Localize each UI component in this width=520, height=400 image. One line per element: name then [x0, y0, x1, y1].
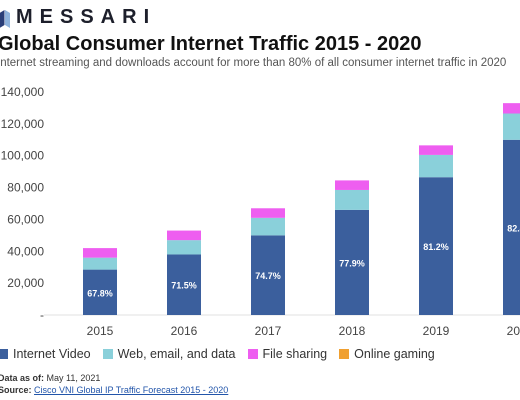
legend-swatch: [0, 349, 8, 359]
source-link[interactable]: Cisco VNI Global IP Traffic Forecast 201…: [34, 385, 229, 395]
bar-segment: [167, 230, 201, 241]
y-tick-label: -: [40, 308, 44, 322]
x-tick-label: 2018: [339, 324, 366, 338]
x-tick-label: 2015: [87, 324, 114, 338]
x-tick-label: 2017: [255, 324, 282, 338]
legend-label: Web, email, and data: [117, 347, 236, 361]
legend-label: Internet Video: [13, 347, 91, 361]
y-tick-label: 40,000: [7, 244, 44, 258]
legend-item-online-gaming: Online gaming: [339, 347, 435, 361]
bar-data-label: 81.2%: [423, 242, 449, 252]
bar-segment: [251, 208, 285, 218]
source-line: Source: Cisco VNI Global IP Traffic Fore…: [0, 385, 228, 395]
messari-logo-icon: [0, 9, 10, 28]
source-label: Source:: [0, 385, 32, 395]
bar-segment: [83, 248, 117, 258]
stacked-bar-chart: - 20,000 40,000 60,000 80,000 100,000 120,000 1…: [1, 85, 520, 338]
legend-item-web-email-data: Web, email, and data: [102, 347, 236, 361]
bar-segment: [503, 103, 520, 114]
y-tick-label: 140,000: [1, 85, 45, 99]
data-date-label: Data as of:: [0, 373, 45, 383]
bar-segment: [251, 235, 285, 315]
legend-item-file-sharing: File sharing: [247, 347, 328, 361]
brand-name: MESSARI: [16, 6, 157, 28]
y-tick-label: 20,000: [7, 276, 44, 290]
chart-subtitle: Internet streaming and downloads account…: [0, 57, 507, 69]
messari-logo: MESSARI: [0, 6, 156, 29]
bar-segment: [83, 269, 117, 315]
data-date-value: May 11, 2021: [46, 373, 101, 383]
y-tick-label: 60,000: [7, 212, 44, 226]
legend-label: Online gaming: [354, 347, 435, 361]
legend-label: File sharing: [262, 347, 328, 361]
y-tick-label: 80,000: [7, 181, 44, 195]
bar-segment: [419, 145, 453, 155]
bar-segment: [419, 154, 453, 178]
bar-data-label: 67.8%: [87, 288, 113, 298]
legend-swatch: [247, 349, 258, 359]
bar-segment: [503, 113, 520, 140]
data-date-line: Data as of: May 11, 2021: [0, 373, 100, 383]
bar-segment: [83, 257, 117, 270]
y-tick-label: 100,000: [1, 149, 45, 163]
legend-swatch: [339, 349, 350, 359]
legend-item-internet-video: Internet Video: [0, 347, 91, 361]
bar-data-label: 82.4%: [507, 223, 520, 233]
bar-segment: [335, 209, 369, 315]
x-tick-label: 2020: [507, 324, 520, 338]
legend-swatch: [102, 349, 113, 359]
chart-title: Global Consumer Internet Traffic 2015 - …: [0, 33, 422, 55]
bar-segment: [419, 177, 453, 315]
x-tick-label: 2016: [171, 324, 198, 338]
bar-segment: [167, 254, 201, 315]
bar-segment: [503, 139, 520, 315]
bar-segment: [335, 189, 369, 210]
bar-data-label: 77.9%: [339, 258, 365, 268]
bar-segment: [251, 217, 285, 236]
y-tick-label: 120,000: [1, 117, 45, 131]
bar-data-label: 71.5%: [171, 281, 197, 291]
bar-segment: [335, 180, 369, 190]
bar-segment: [167, 240, 201, 255]
bar-data-label: 74.7%: [255, 271, 281, 281]
x-tick-label: 2019: [423, 324, 450, 338]
chart-legend: Internet Video Web, email, and data File…: [0, 347, 447, 361]
